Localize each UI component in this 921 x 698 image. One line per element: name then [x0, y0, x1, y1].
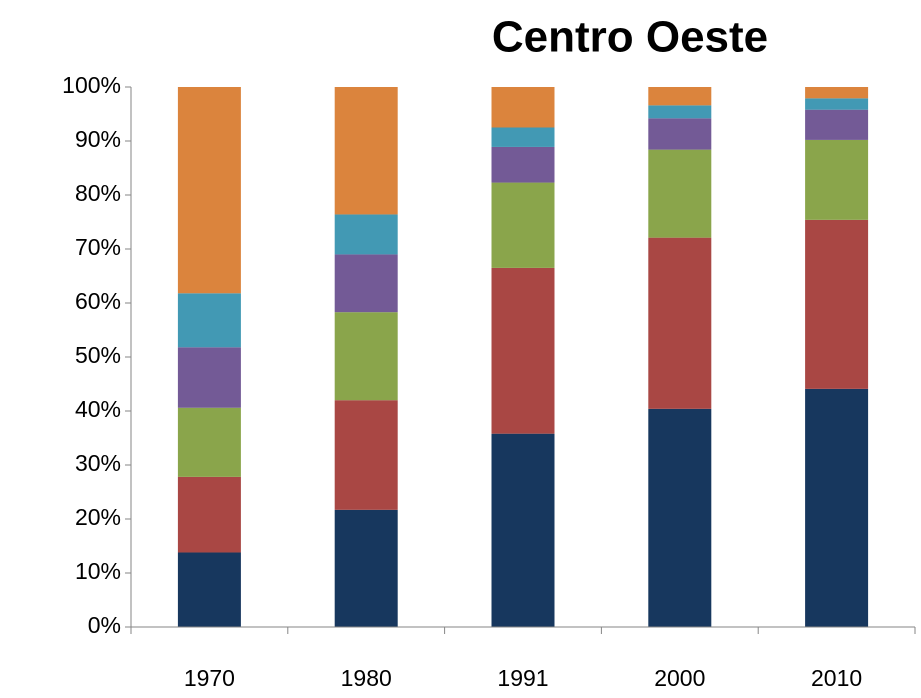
bar-segment	[805, 388, 869, 627]
bar-segment	[805, 87, 869, 99]
bar-segment	[648, 87, 712, 106]
y-tick-label: 80%	[75, 180, 121, 206]
y-tick-label: 10%	[75, 558, 121, 584]
bar-segment	[648, 149, 712, 238]
x-tick-label: 1980	[341, 665, 392, 691]
chart-title: Centro Oeste	[492, 13, 768, 62]
bar-segment	[177, 87, 241, 294]
y-tick-label: 30%	[75, 450, 121, 476]
y-tick-label: 20%	[75, 504, 121, 530]
bar-segment	[491, 433, 555, 627]
y-tick-label: 90%	[75, 126, 121, 152]
bar-segment	[334, 400, 398, 510]
y-tick-label: 0%	[88, 612, 121, 638]
bar-segment	[177, 476, 241, 553]
bar-segment	[648, 105, 712, 119]
y-tick-label: 40%	[75, 396, 121, 422]
bar-segment	[334, 312, 398, 401]
bar-segment	[491, 146, 555, 183]
bar-segment	[334, 87, 398, 215]
y-tick-label: 60%	[75, 288, 121, 314]
bar-segment	[334, 214, 398, 255]
bar-segment	[805, 139, 869, 220]
x-tick-label: 1991	[497, 665, 548, 691]
bar-segment	[648, 408, 712, 627]
y-tick-label: 50%	[75, 342, 121, 368]
bar-segment	[491, 127, 555, 147]
y-tick-label: 70%	[75, 234, 121, 260]
bar-segment	[805, 109, 869, 140]
bar-segment	[491, 267, 555, 434]
bar-segment	[805, 98, 869, 110]
x-tick-label: 2000	[654, 665, 705, 691]
bar-segment	[491, 182, 555, 268]
bar-segment	[805, 219, 869, 389]
y-tick-label: 100%	[62, 72, 121, 98]
x-tick-label: 1970	[184, 665, 235, 691]
x-tick-label: 2010	[811, 665, 862, 691]
bar-segment	[491, 87, 555, 128]
bar-segment	[334, 254, 398, 313]
bar-segment	[648, 118, 712, 150]
bar-segment	[177, 347, 241, 408]
bar-segment	[177, 293, 241, 348]
bar-segment	[177, 407, 241, 477]
bar-segment	[334, 509, 398, 627]
bar-segment	[177, 552, 241, 627]
bar-segment	[648, 237, 712, 409]
